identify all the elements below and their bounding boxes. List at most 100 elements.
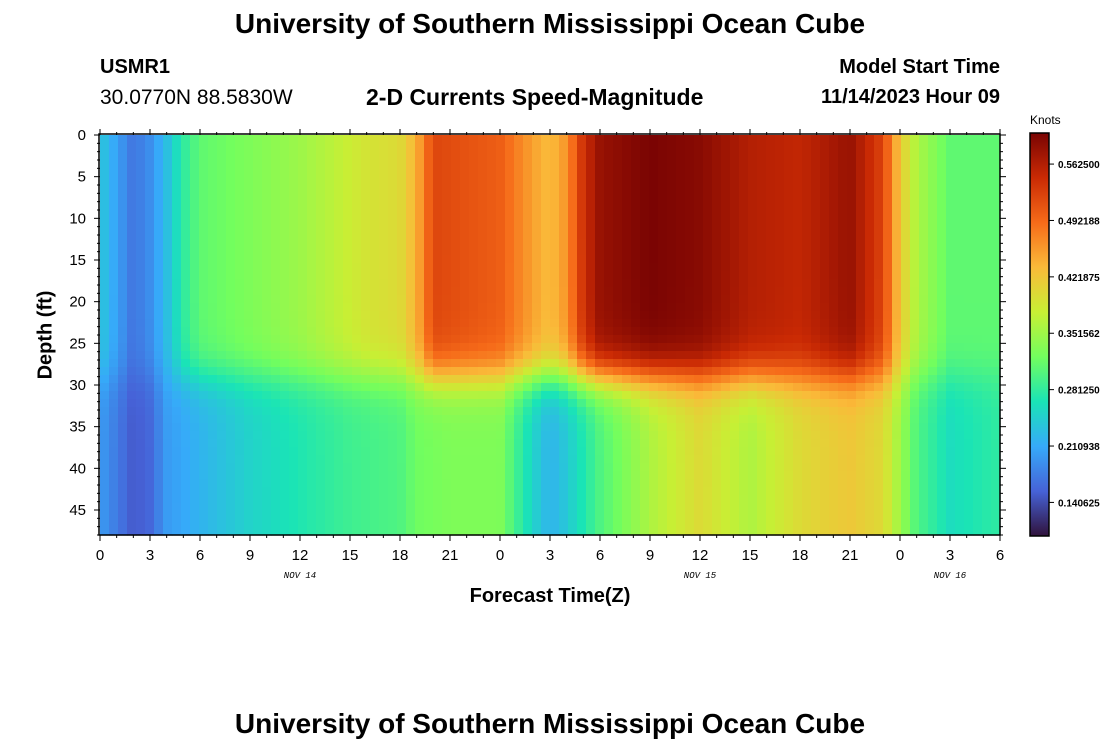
heatmap-cell: [667, 159, 677, 168]
heatmap-cell: [910, 487, 920, 496]
heatmap-cell: [253, 335, 263, 344]
heatmap-cell: [586, 447, 596, 456]
heatmap-cell: [640, 191, 650, 200]
heatmap-cell: [946, 487, 956, 496]
heatmap-cell: [415, 199, 425, 208]
heatmap-cell: [190, 207, 200, 216]
heatmap-cell: [838, 215, 848, 224]
heatmap-cell: [928, 247, 938, 256]
heatmap-cell: [730, 375, 740, 384]
heatmap-cell: [928, 295, 938, 304]
heatmap-cell: [739, 415, 749, 424]
heatmap-cell: [802, 503, 812, 512]
heatmap-cell: [298, 255, 308, 264]
heatmap-cell: [766, 415, 776, 424]
heatmap-cell: [253, 415, 263, 424]
heatmap-cell: [892, 415, 902, 424]
heatmap-cell: [505, 431, 515, 440]
heatmap-cell: [586, 455, 596, 464]
heatmap-cell: [316, 151, 326, 160]
heatmap-cell: [496, 487, 506, 496]
heatmap-cell: [928, 367, 938, 376]
heatmap-cell: [550, 527, 560, 536]
heatmap-cell: [289, 503, 299, 512]
heatmap-cell: [820, 271, 830, 280]
heatmap-cell: [856, 207, 866, 216]
heatmap-cell: [577, 159, 587, 168]
heatmap-cell: [199, 215, 209, 224]
heatmap-cell: [847, 367, 857, 376]
heatmap-cell: [613, 239, 623, 248]
heatmap-cell: [829, 327, 839, 336]
heatmap-cell: [154, 255, 164, 264]
heatmap-cell: [784, 447, 794, 456]
heatmap-cell: [946, 359, 956, 368]
heatmap-cell: [829, 247, 839, 256]
heatmap-cell: [541, 303, 551, 312]
heatmap-cell: [415, 151, 425, 160]
heatmap-cell: [757, 375, 767, 384]
heatmap-cell: [874, 463, 884, 472]
heatmap-cell: [685, 503, 695, 512]
heatmap-cell: [244, 159, 254, 168]
heatmap-cell: [577, 183, 587, 192]
heatmap-cell: [730, 415, 740, 424]
heatmap-cell: [379, 415, 389, 424]
heatmap-cell: [928, 271, 938, 280]
heatmap-cell: [865, 295, 875, 304]
heatmap-cell: [298, 455, 308, 464]
heatmap-cell: [451, 479, 461, 488]
heatmap-cell: [658, 487, 668, 496]
heatmap-cell: [136, 207, 146, 216]
heatmap-cell: [640, 247, 650, 256]
heatmap-cell: [892, 359, 902, 368]
heatmap-cell: [298, 303, 308, 312]
heatmap-cell: [928, 263, 938, 272]
heatmap-cell: [298, 447, 308, 456]
heatmap-cell: [595, 215, 605, 224]
heatmap-cell: [577, 487, 587, 496]
heatmap-cell: [370, 223, 380, 232]
heatmap-cell: [550, 215, 560, 224]
heatmap-cell: [217, 423, 227, 432]
heatmap-cell: [397, 159, 407, 168]
heatmap-cell: [181, 303, 191, 312]
heatmap-cell: [955, 287, 965, 296]
heatmap-cell: [262, 159, 272, 168]
heatmap-cell: [118, 327, 128, 336]
heatmap-cell: [829, 175, 839, 184]
heatmap-cell: [712, 183, 722, 192]
heatmap-cell: [460, 367, 470, 376]
heatmap-cell: [388, 415, 398, 424]
heatmap-cell: [739, 247, 749, 256]
heatmap-cell: [658, 255, 668, 264]
heatmap-cell: [658, 135, 668, 144]
heatmap-cell: [469, 471, 479, 480]
heatmap-cell: [460, 223, 470, 232]
heatmap-cell: [766, 223, 776, 232]
heatmap-cell: [658, 143, 668, 152]
heatmap-cell: [469, 359, 479, 368]
heatmap-cell: [820, 375, 830, 384]
heatmap-cell: [127, 407, 137, 416]
heatmap-cell: [487, 455, 497, 464]
heatmap-cell: [838, 279, 848, 288]
heatmap-cell: [703, 439, 713, 448]
heatmap-cell: [928, 391, 938, 400]
heatmap-cell: [388, 223, 398, 232]
heatmap-cell: [181, 319, 191, 328]
heatmap-cell: [325, 415, 335, 424]
heatmap-cell: [379, 287, 389, 296]
heatmap-cell: [424, 167, 434, 176]
heatmap-cell: [361, 215, 371, 224]
heatmap-cell: [118, 503, 128, 512]
heatmap-cell: [316, 311, 326, 320]
heatmap-cell: [316, 231, 326, 240]
heatmap-cell: [847, 319, 857, 328]
heatmap-cell: [766, 447, 776, 456]
heatmap-cell: [892, 263, 902, 272]
heatmap-cell: [928, 223, 938, 232]
heatmap-cell: [181, 375, 191, 384]
heatmap-cell: [199, 159, 209, 168]
heatmap-cell: [721, 167, 731, 176]
